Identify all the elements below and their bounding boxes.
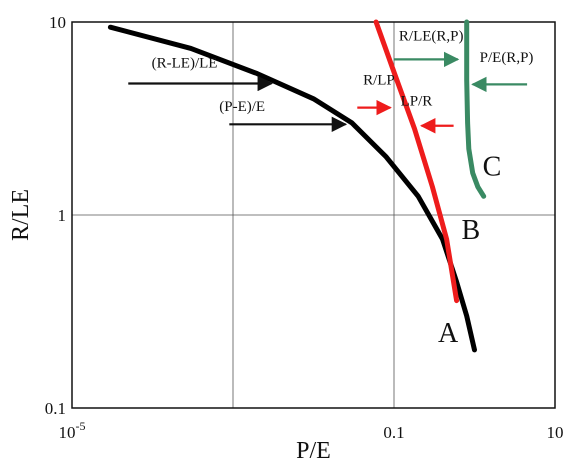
- series-layer: [107, 19, 487, 353]
- curve-label-A: A: [438, 318, 459, 349]
- y-tick-label: 1: [58, 206, 67, 225]
- annotation-label: (P-E)/E: [219, 99, 265, 115]
- grid-lines: [72, 22, 555, 408]
- y-tick-label: 10: [49, 13, 66, 32]
- plot-area-frame: [71, 21, 556, 409]
- x-tick-label: 10: [547, 423, 564, 442]
- curve-label-B: B: [461, 215, 480, 246]
- annotation-label: R/LP: [363, 72, 395, 88]
- annotation-label: LP/R: [401, 93, 433, 109]
- annotation-layer: (R-LE)/LE (P-E)/E R/LP LP/R R/LE(R,P) P/E(R,P…: [128, 29, 533, 349]
- x-tick-label: 10-5: [59, 419, 86, 442]
- series-line-A: [107, 24, 477, 353]
- series-line-B: [373, 19, 460, 304]
- curve-label-C: C: [483, 152, 502, 183]
- annotation-label: (R-LE)/LE: [152, 56, 218, 72]
- x-tick-label: 0.1: [383, 423, 404, 442]
- x-axis-title: P/E: [296, 438, 331, 464]
- annotation-label: R/LE(R,P): [399, 29, 464, 45]
- annotation-label: P/E(R,P): [480, 50, 534, 66]
- series-line-C: [464, 19, 487, 199]
- y-tick-label: 0.1: [45, 399, 66, 418]
- y-axis-title: R/LE: [8, 189, 34, 241]
